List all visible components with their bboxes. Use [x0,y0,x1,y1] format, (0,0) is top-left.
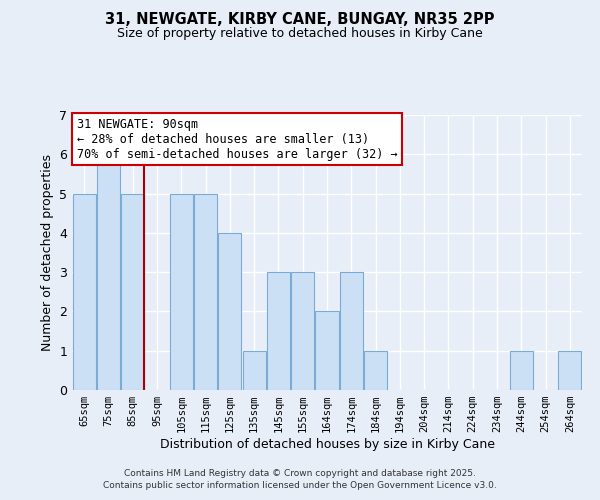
Bar [170,194,193,390]
Bar [97,154,120,390]
Bar [291,272,314,390]
Bar [218,233,241,390]
Bar [559,350,581,390]
Text: 31, NEWGATE, KIRBY CANE, BUNGAY, NR35 2PP: 31, NEWGATE, KIRBY CANE, BUNGAY, NR35 2P… [105,12,495,28]
Bar [242,350,266,390]
Bar [194,194,217,390]
Bar [121,194,144,390]
Text: Size of property relative to detached houses in Kirby Cane: Size of property relative to detached ho… [117,28,483,40]
Text: 31 NEWGATE: 90sqm
← 28% of detached houses are smaller (13)
70% of semi-detached: 31 NEWGATE: 90sqm ← 28% of detached hous… [77,118,398,161]
Bar [340,272,363,390]
Bar [510,350,533,390]
Bar [267,272,290,390]
Text: Contains public sector information licensed under the Open Government Licence v3: Contains public sector information licen… [103,481,497,490]
Bar [73,194,95,390]
Bar [316,312,338,390]
X-axis label: Distribution of detached houses by size in Kirby Cane: Distribution of detached houses by size … [160,438,494,451]
Y-axis label: Number of detached properties: Number of detached properties [41,154,53,351]
Text: Contains HM Land Registry data © Crown copyright and database right 2025.: Contains HM Land Registry data © Crown c… [124,468,476,477]
Bar [364,350,387,390]
